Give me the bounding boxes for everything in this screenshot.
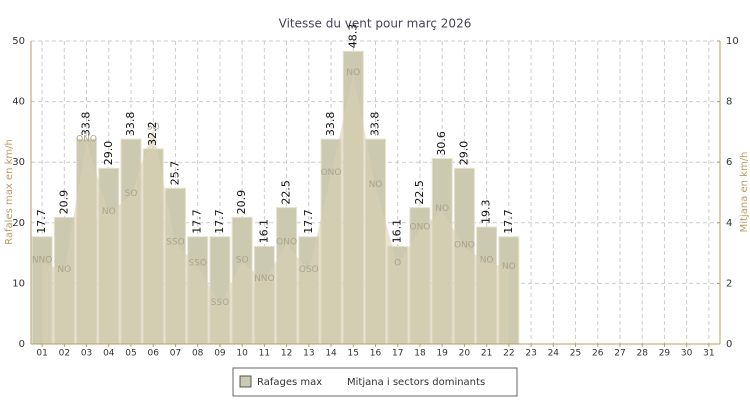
x-tick-label: 13 [303, 349, 314, 359]
y-tick-label: 40 [12, 97, 25, 108]
x-tick-label: 16 [370, 349, 382, 359]
x-tick-label: 24 [548, 349, 560, 359]
sector-label: O [394, 259, 401, 269]
x-tick-label: 22 [503, 349, 514, 359]
y2-tick-label: 2 [726, 278, 732, 289]
y-tick-label: 0 [19, 339, 25, 350]
sector-label: NNO [254, 274, 275, 284]
x-tick-label: 01 [36, 349, 47, 359]
value-label: 25.7 [168, 161, 181, 186]
legend-box [232, 367, 518, 397]
x-tick-label: 07 [170, 349, 181, 359]
x-tick-label: 06 [148, 349, 160, 359]
sector-label: NO [346, 68, 360, 78]
legend-label: Mitjana i sectors dominants [347, 377, 485, 388]
value-label: 20.9 [57, 190, 70, 215]
sector-label: NO [435, 204, 449, 214]
x-tick-label: 18 [414, 349, 426, 359]
value-label: 22.5 [413, 180, 426, 205]
sector-label: ONO [321, 168, 342, 178]
value-label: 17.7 [213, 209, 226, 234]
x-tick-label: 09 [214, 349, 226, 359]
x-tick-label: 17 [392, 349, 403, 359]
y-tick-label: 50 [12, 36, 25, 47]
y-tick-label: 10 [12, 278, 25, 289]
sector-label: NNO [32, 256, 53, 266]
value-label: 17.7 [502, 209, 515, 234]
x-tick-label: 21 [481, 349, 492, 359]
value-label: 32.2 [146, 121, 159, 146]
value-label: 33.8 [369, 112, 382, 137]
x-tick-label: 20 [459, 349, 471, 359]
sector-label: SO [125, 189, 138, 199]
value-label: 17.7 [302, 209, 315, 234]
sector-label: NO [480, 256, 494, 266]
y2-axis-label: Mitjana en km/h [739, 152, 750, 233]
sector-label: SO [147, 122, 160, 132]
x-tick-label: 25 [570, 349, 581, 359]
sector-label: SO [236, 256, 249, 266]
chart-title: Vitesse du vent pour març 2026 [279, 17, 472, 31]
value-label: 48.3 [346, 24, 359, 49]
value-label: 33.8 [124, 112, 137, 137]
sector-label: SSO [188, 259, 207, 269]
y-tick-label: 30 [12, 157, 25, 168]
legend-label: Rafages max [257, 377, 322, 388]
value-label: 29.0 [102, 141, 115, 166]
y2-tick-label: 4 [726, 218, 732, 229]
value-label: 16.1 [391, 219, 404, 244]
sector-label: ONO [276, 238, 297, 248]
sector-label: NO [502, 262, 516, 272]
sector-label: NO [102, 207, 116, 217]
x-tick-label: 23 [525, 349, 536, 359]
x-tick-label: 10 [236, 349, 248, 359]
sector-label: ONO [409, 222, 430, 232]
x-tick-label: 27 [614, 349, 625, 359]
y-tick-label: 20 [12, 218, 25, 229]
x-tick-label: 28 [636, 349, 648, 359]
sector-label: ONO [76, 134, 97, 144]
x-tick-label: 31 [703, 349, 714, 359]
x-tick-label: 05 [125, 349, 136, 359]
legend-swatch [239, 375, 252, 388]
x-tick-label: 26 [592, 349, 604, 359]
x-tick-label: 03 [81, 349, 92, 359]
value-label: 17.7 [191, 209, 204, 234]
y2-tick-label: 8 [726, 97, 732, 108]
x-tick-label: 02 [59, 349, 70, 359]
value-label: 19.3 [480, 200, 493, 225]
area [42, 74, 509, 344]
x-tick-label: 04 [103, 349, 115, 359]
x-tick-label: 08 [192, 349, 204, 359]
value-label: 20.9 [235, 190, 248, 215]
value-label: 33.8 [324, 112, 337, 137]
sector-label: SSO [211, 298, 230, 308]
x-tick-label: 15 [348, 349, 359, 359]
y2-tick-label: 10 [726, 36, 739, 47]
sector-label: ONO [454, 241, 475, 251]
value-label: 22.5 [280, 180, 293, 205]
sector-label: NO [369, 180, 383, 190]
sector-label: OSO [299, 265, 319, 275]
x-tick-label: 12 [281, 349, 292, 359]
value-label: 16.1 [257, 219, 270, 244]
sector-label: NO [57, 265, 71, 275]
x-tick-label: 30 [681, 349, 693, 359]
x-tick-label: 19 [436, 349, 448, 359]
value-label: 17.7 [35, 209, 48, 234]
y2-tick-label: 6 [726, 157, 732, 168]
sector-label: SSO [166, 238, 185, 248]
value-label: 30.6 [435, 131, 448, 156]
y-axis-label: Rafales max en km/h [4, 139, 15, 245]
value-label: 33.8 [80, 112, 93, 137]
value-label: 29.0 [457, 141, 470, 166]
x-tick-label: 14 [325, 349, 337, 359]
x-tick-label: 29 [659, 349, 671, 359]
y2-tick-label: 0 [726, 339, 732, 350]
x-tick-label: 11 [259, 349, 270, 359]
